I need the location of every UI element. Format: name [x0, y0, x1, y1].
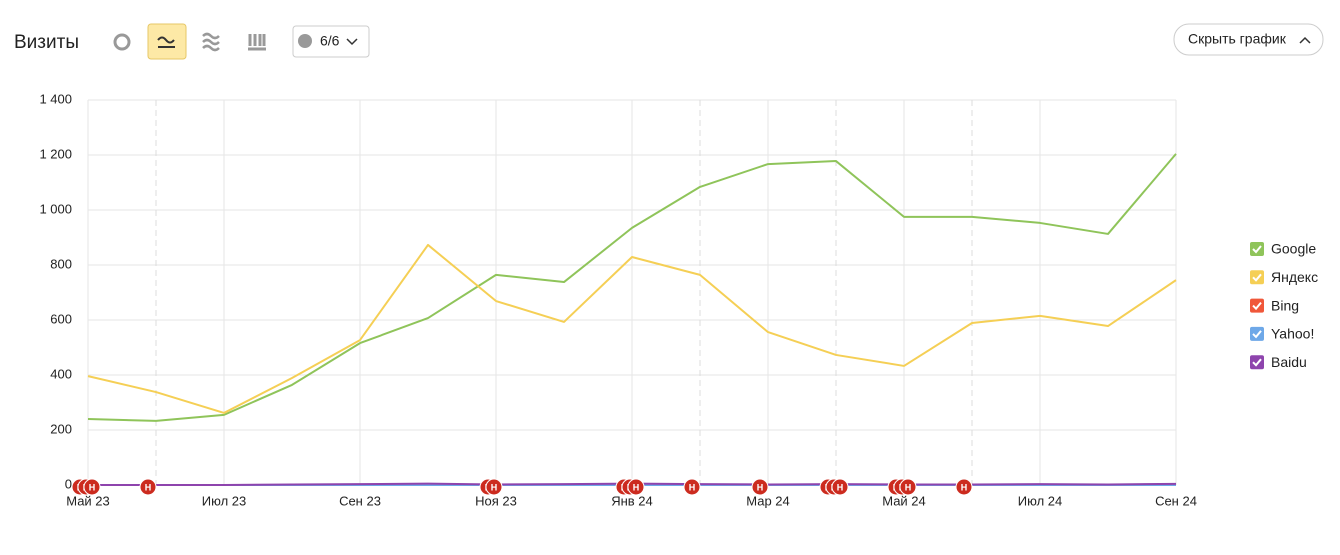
x-tick-label: Июл 23: [202, 493, 246, 508]
x-tick-label: Мар 24: [746, 493, 790, 508]
check-mark: [1252, 273, 1262, 282]
note-circle: [83, 478, 101, 496]
note-circle: [831, 478, 849, 496]
legend-label: Baidu: [1271, 354, 1307, 370]
y-tick-label: 400: [50, 366, 72, 381]
check-mark: [1252, 330, 1262, 339]
panel-title: Визиты: [14, 32, 79, 53]
button-box: [1173, 23, 1324, 56]
line-icon: [157, 36, 175, 48]
note-label: Н: [491, 482, 498, 492]
note-label: Н: [905, 482, 912, 492]
button-label: Скрыть график: [1188, 31, 1287, 47]
pie-button[interactable]: [113, 33, 131, 51]
x-tick-label: Сен 24: [1155, 493, 1197, 508]
segments-dropdown[interactable]: 6/6: [292, 25, 370, 58]
x-tick-label: Май 24: [882, 493, 926, 508]
y-tick-label: 600: [50, 311, 72, 326]
dropdown-box: [292, 25, 370, 58]
x-tick-label: Июл 24: [1018, 493, 1062, 508]
note-marker[interactable]: Н: [899, 478, 917, 496]
note-label: Н: [89, 482, 96, 492]
note-marker[interactable]: Н: [485, 478, 503, 496]
area-button[interactable]: [202, 32, 220, 52]
y-tick-label: 1 000: [39, 201, 72, 216]
comment-icon: [298, 34, 312, 48]
check-mark: [1252, 301, 1262, 311]
note-label: Н: [757, 482, 764, 492]
legend-item[interactable]: Bing: [1250, 297, 1299, 313]
legend-label: Яндекс: [1271, 269, 1318, 285]
legend-checkbox: [1250, 298, 1264, 313]
y-tick-label: 1 400: [39, 91, 72, 106]
note-label: Н: [689, 482, 696, 492]
note-marker[interactable]: Н: [831, 478, 849, 496]
note-marker[interactable]: Н: [955, 478, 973, 496]
x-tick-label: Сен 23: [339, 493, 381, 508]
y-tick-label: 200: [50, 421, 72, 436]
note-label: Н: [633, 482, 640, 492]
legend-item[interactable]: Google: [1250, 241, 1316, 257]
note-marker[interactable]: Н: [751, 478, 769, 496]
dropdown-label: 6/6: [320, 33, 340, 49]
note-label: Н: [961, 482, 968, 492]
check-mark: [1252, 245, 1262, 254]
check-mark: [1252, 358, 1262, 367]
note-circle: [955, 478, 973, 496]
bars-icon: [248, 34, 266, 51]
bars-button[interactable]: [248, 34, 266, 51]
note-circle: [627, 478, 645, 496]
series-line: [87, 153, 1177, 422]
legend-label: Bing: [1271, 297, 1299, 313]
x-tick-label: Ноя 23: [475, 493, 517, 508]
series-line: [87, 243, 1177, 414]
note-circle: [751, 478, 769, 496]
legend-checkbox: [1250, 270, 1264, 285]
note-marker[interactable]: Н: [83, 478, 101, 496]
legend-item[interactable]: Яндекс: [1250, 269, 1318, 285]
note-label: Н: [837, 482, 844, 492]
note-marker[interactable]: Н: [627, 478, 645, 496]
note-marker[interactable]: Н: [683, 478, 701, 496]
x-tick-label: Май 23: [66, 493, 110, 508]
legend-item[interactable]: Yahoo!: [1250, 326, 1314, 342]
x-tick-label: Янв 24: [611, 493, 653, 508]
chevron: [346, 38, 358, 46]
line-button[interactable]: [147, 23, 187, 60]
legend-label: Yahoo!: [1271, 326, 1314, 342]
pie-icon: [113, 33, 131, 51]
y-tick-label: 0: [65, 476, 72, 491]
note-circle: [683, 478, 701, 496]
note-label: Н: [145, 482, 152, 492]
legend-checkbox: [1250, 326, 1264, 341]
chevron: [1299, 36, 1311, 44]
legend-checkbox: [1250, 242, 1264, 256]
note-circle: [139, 478, 157, 496]
y-tick-label: 800: [50, 256, 72, 271]
note-marker[interactable]: Н: [139, 478, 157, 496]
hide-chart-button[interactable]: Скрыть график: [1173, 23, 1324, 56]
note-circle: [485, 478, 503, 496]
note-circle: [899, 478, 917, 496]
legend-label: Google: [1271, 241, 1316, 257]
legend-item[interactable]: Baidu: [1250, 354, 1307, 370]
area-icon: [202, 32, 220, 52]
y-tick-label: 1 200: [39, 146, 72, 161]
legend-checkbox: [1250, 355, 1264, 370]
